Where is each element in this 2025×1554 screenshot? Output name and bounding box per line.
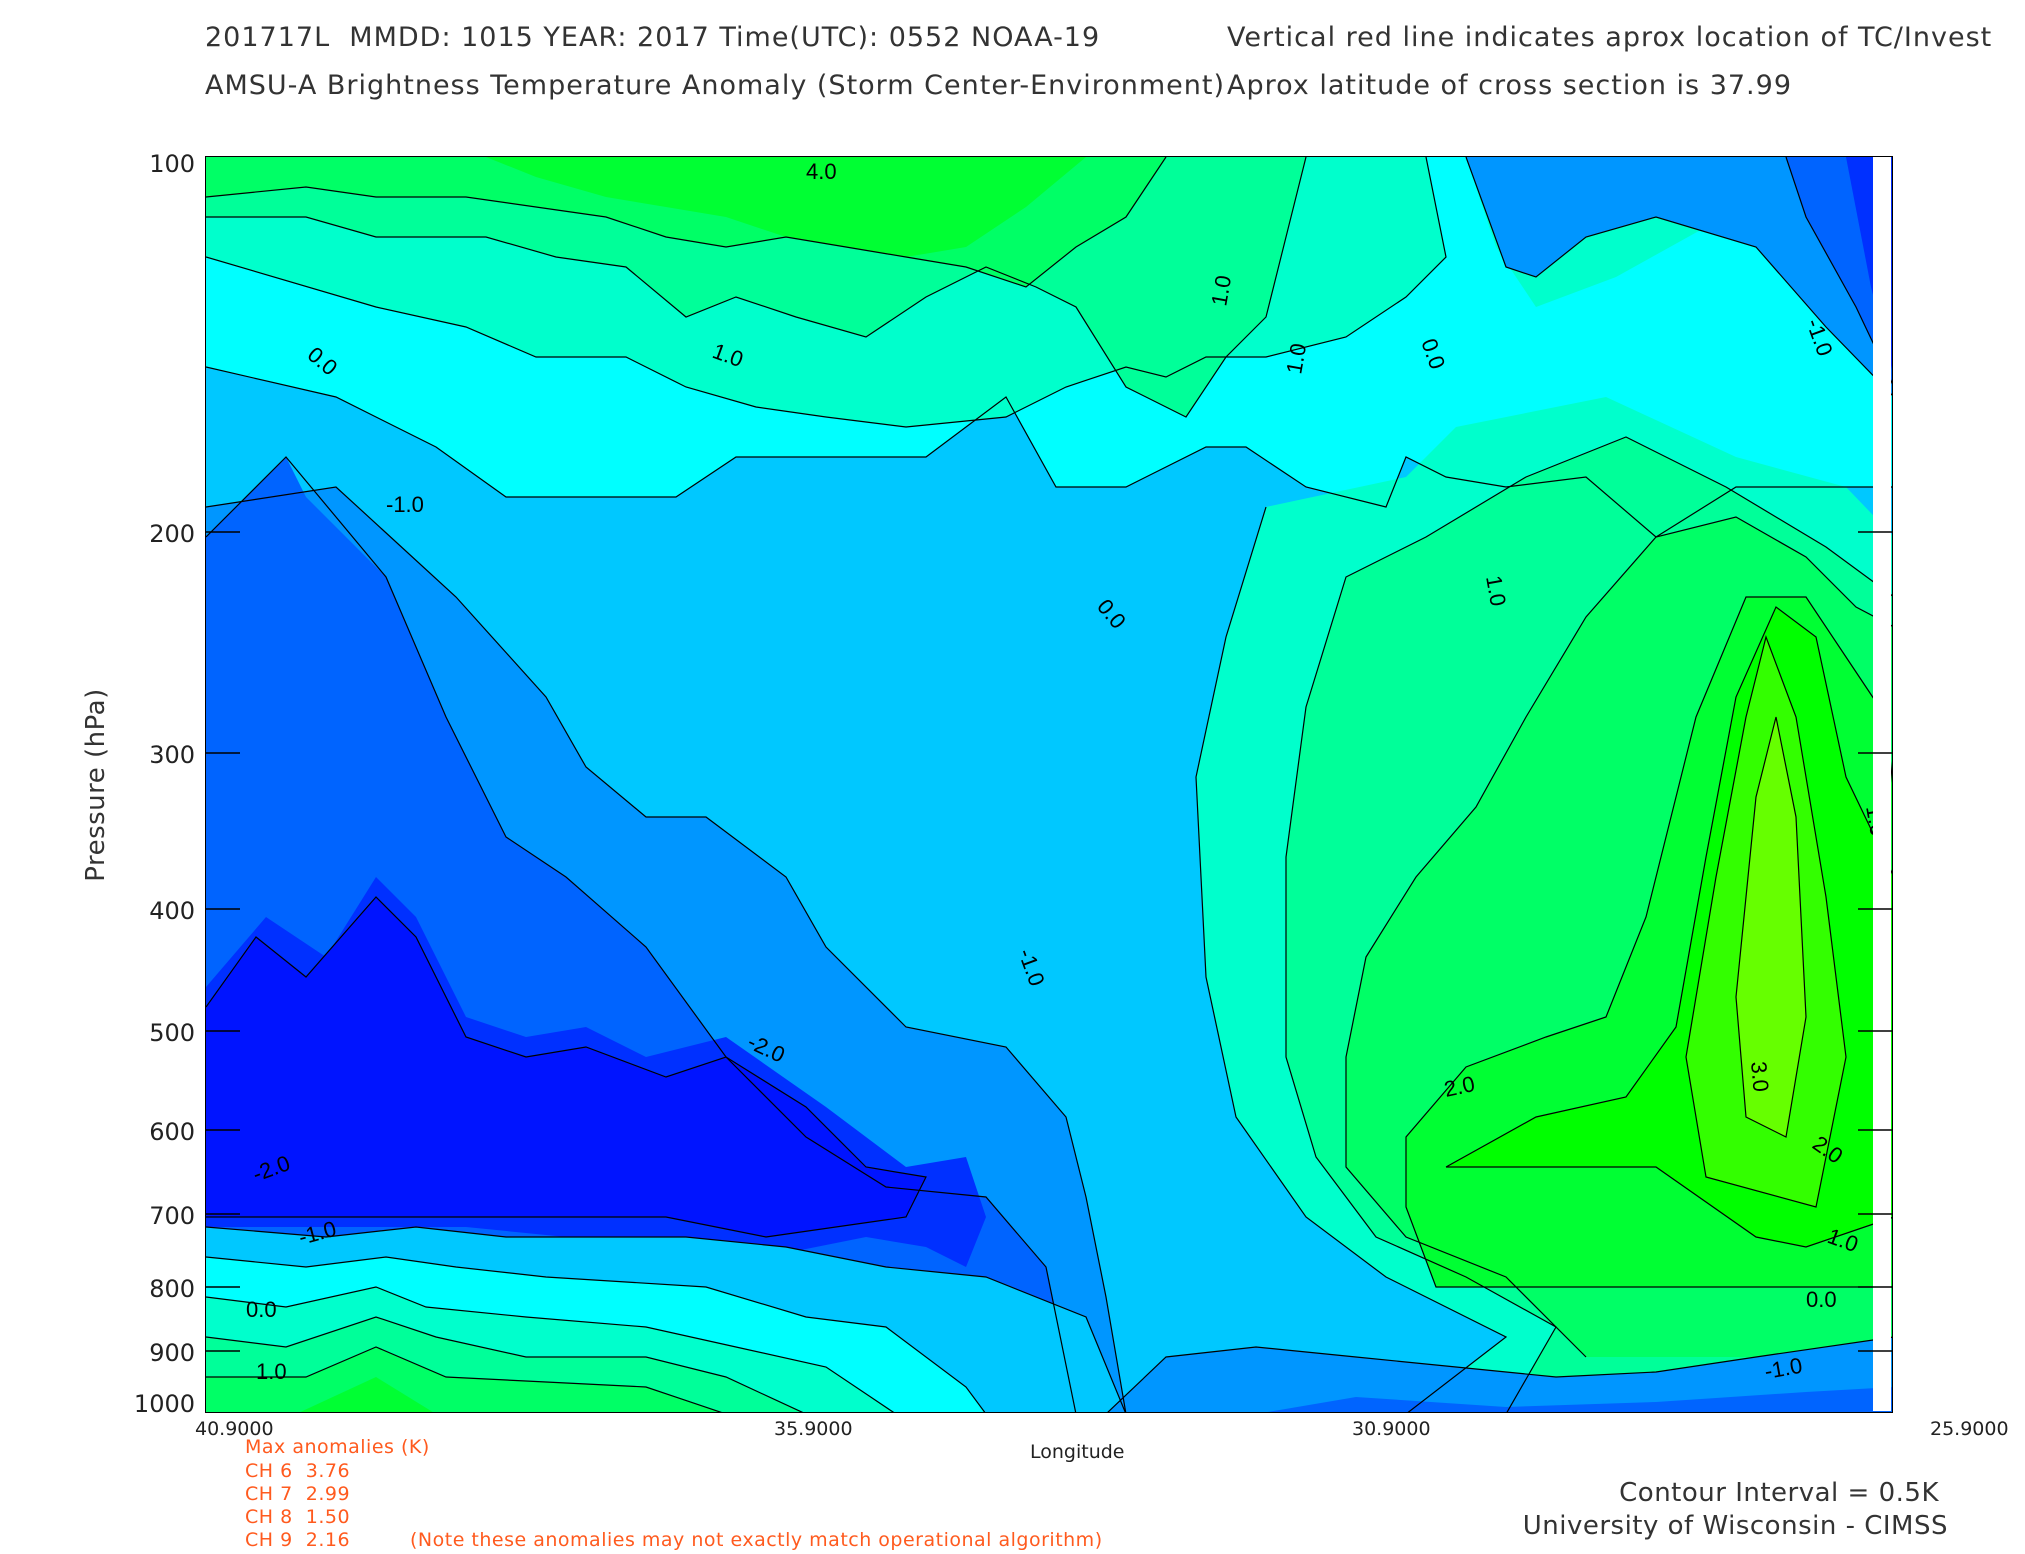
contour-line xyxy=(206,1286,895,1412)
contour-line xyxy=(206,157,1447,428)
contour-line xyxy=(206,1226,1126,1412)
contour-label: 0.0 xyxy=(1806,1287,1837,1312)
contour-line xyxy=(206,366,1892,538)
fill-level-m1_5-top-right xyxy=(1466,157,1892,395)
plot-right-blank xyxy=(1873,157,1891,1411)
x-tick-label: 30.9000 xyxy=(1352,1418,1431,1440)
y-tick-label: 800 xyxy=(149,1275,195,1303)
header-line1-left: 201717L MMDD: 1015 YEAR: 2017 Time(UTC):… xyxy=(205,22,1101,53)
contour-label: 3.0 xyxy=(1746,1060,1774,1093)
fill-level-1-bottom xyxy=(206,1347,721,1412)
y-tick-label: 700 xyxy=(149,1202,195,1230)
y-tick-label: 900 xyxy=(149,1339,195,1367)
contour-line xyxy=(1405,596,1892,1288)
contour-label: -1.0 xyxy=(386,492,424,517)
anomaly-ch8: CH 8 1.50 xyxy=(245,1506,351,1528)
contour-line xyxy=(1685,634,1847,1208)
contour-label: 1.0 xyxy=(256,1359,287,1384)
credit: University of Wisconsin - CIMSS xyxy=(1522,1511,1948,1541)
contour-interval: Contour Interval = 0.5K xyxy=(1619,1478,1939,1508)
y-tick-label: 600 xyxy=(149,1118,195,1146)
y-tick-label: 500 xyxy=(149,1019,195,1047)
anomaly-ch6: CH 6 3.76 xyxy=(245,1460,351,1482)
contour-line xyxy=(206,1256,986,1412)
y-tick-label: 300 xyxy=(149,741,195,769)
contour-svg: 4.0 1.0 0.0 -1.0 1.0 1.0 0.0 -1.0 0.0 1.… xyxy=(206,157,1892,1412)
anomaly-note: (Note these anomalies may not exactly ma… xyxy=(410,1529,1103,1551)
fill-level-m2-bottom-right xyxy=(1267,1387,1892,1412)
contour-line xyxy=(206,1316,804,1412)
header-line2-right: Aprox latitude of cross section is 37.99 xyxy=(1227,70,1792,101)
fill-level-m1_5-bottom-right xyxy=(1108,1337,1892,1412)
contour-plot: 4.0 1.0 0.0 -1.0 1.0 1.0 0.0 -1.0 0.0 1.… xyxy=(205,156,1893,1413)
contour-label: 1.0 xyxy=(1481,574,1511,608)
contour-lines xyxy=(206,157,1892,1412)
anomaly-ch9: CH 9 2.16 xyxy=(245,1529,351,1551)
x-tick-label: 40.9000 xyxy=(195,1418,274,1440)
fill-level-1_5-bottom xyxy=(300,1377,433,1412)
x-tick-label: 35.9000 xyxy=(774,1418,853,1440)
y-axis-title: Pressure (hPa) xyxy=(81,688,111,882)
contour-line xyxy=(1107,1336,1892,1412)
contour-line xyxy=(1285,436,1892,1412)
contour-line xyxy=(1735,716,1807,1138)
contour-line xyxy=(206,486,1127,1412)
x-tick-label: 25.9000 xyxy=(1930,1418,2009,1440)
header-line2-left: AMSU-A Brightness Temperature Anomaly (S… xyxy=(205,70,1226,101)
fill-level-m3-left xyxy=(206,897,926,1237)
contour-line xyxy=(1445,606,1892,1248)
y-tick-label: 200 xyxy=(149,520,195,548)
anomaly-ch7: CH 7 2.99 xyxy=(245,1483,351,1505)
fill-level-1_5-top xyxy=(486,157,1086,257)
contour-line xyxy=(206,157,1307,418)
contour-label: 1.0 xyxy=(1206,273,1236,307)
contour-line xyxy=(1465,157,1892,396)
y-tick-label: 100 xyxy=(149,150,195,178)
contour-line xyxy=(1195,506,1508,1412)
max-anomalies-title: Max anomalies (K) xyxy=(245,1436,430,1458)
y-tick-label: 400 xyxy=(149,897,195,925)
x-axis-title: Longitude xyxy=(1030,1441,1125,1463)
header-line1-right: Vertical red line indicates aprox locati… xyxy=(1227,22,1993,53)
contour-label: 2.0 xyxy=(1442,1071,1477,1102)
contour-line xyxy=(206,1346,722,1412)
contour-line xyxy=(206,896,927,1238)
contour-line xyxy=(206,157,1167,288)
contour-label: 4.0 xyxy=(806,159,837,184)
y-tick-label: 1000 xyxy=(133,1390,195,1418)
contour-line xyxy=(1345,516,1892,1358)
contour-label: 0.0 xyxy=(246,1297,277,1322)
contour-line xyxy=(206,456,1077,1412)
contour-label: 1.0 xyxy=(1281,341,1311,375)
